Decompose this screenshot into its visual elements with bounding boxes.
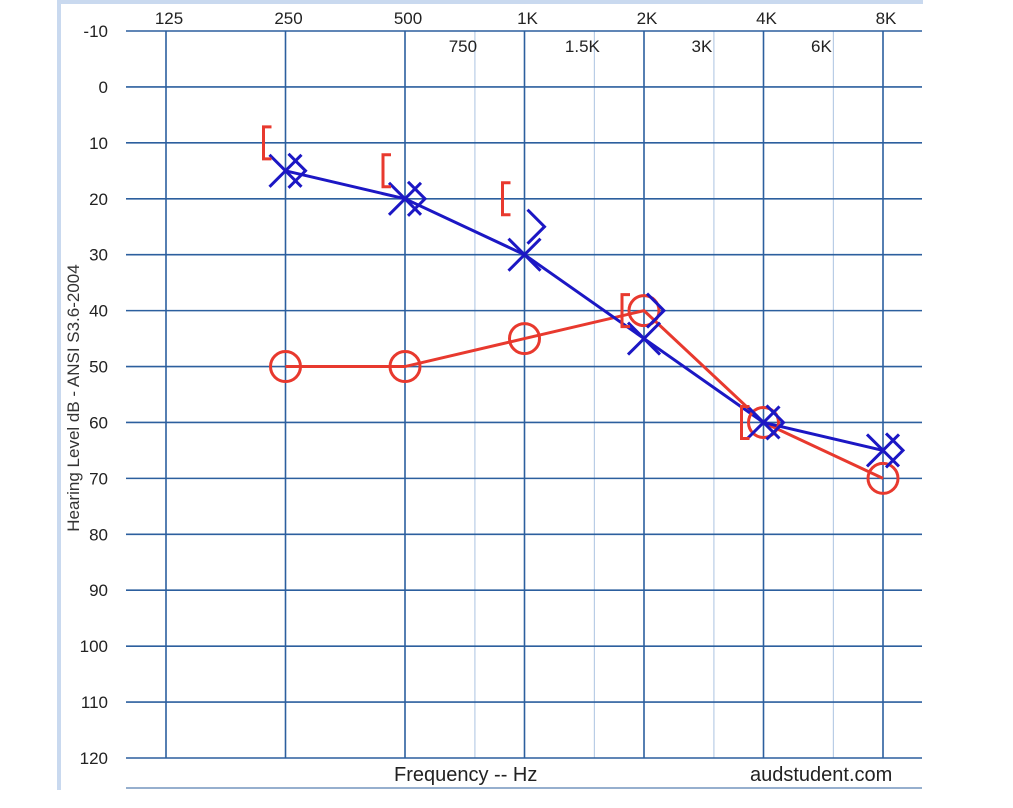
x-tick-label-minor: 6K bbox=[811, 37, 832, 56]
x-tick-label-major: 2K bbox=[637, 9, 658, 28]
x-tick-label-major: 250 bbox=[274, 9, 302, 28]
marker-circle bbox=[747, 405, 780, 439]
marker-arrow bbox=[884, 432, 906, 469]
marker-bracket bbox=[501, 181, 511, 217]
y-tick-label: 10 bbox=[89, 134, 108, 153]
marker-circle bbox=[388, 350, 422, 384]
marker-bracket bbox=[740, 404, 750, 440]
y-tick-label: 110 bbox=[81, 693, 108, 712]
y-tick-label: 80 bbox=[89, 525, 108, 544]
marker-arrow bbox=[765, 404, 786, 441]
x-tick-label-major: 125 bbox=[155, 9, 183, 28]
marker-x bbox=[507, 237, 542, 272]
marker-arrow bbox=[526, 208, 547, 245]
y-tick-label: 40 bbox=[89, 302, 108, 321]
y-axis-label: Hearing Level dB - ANSI S3.6-2004 bbox=[64, 264, 83, 532]
marker-bracket bbox=[262, 125, 272, 161]
site-credit: audstudent.com bbox=[750, 764, 893, 786]
marker-circle bbox=[269, 350, 302, 384]
frame-left-border bbox=[57, 0, 61, 790]
marker-arrow bbox=[645, 292, 667, 329]
x-axis-label: Frequency -- Hz bbox=[394, 764, 538, 786]
marker-arrow bbox=[406, 180, 428, 217]
y-tick-label: 90 bbox=[89, 581, 108, 600]
marker-bracket bbox=[620, 293, 630, 329]
y-tick-label: 70 bbox=[89, 469, 108, 488]
x-tick-label-major: 8K bbox=[876, 9, 897, 28]
marker-arrow bbox=[287, 152, 308, 189]
frame-top-border bbox=[57, 0, 923, 4]
series-line-1 bbox=[285, 169, 884, 452]
x-tick-label-major: 4K bbox=[756, 9, 777, 28]
y-tick-label: 60 bbox=[89, 413, 108, 432]
marker-bracket bbox=[381, 153, 391, 189]
y-tick-label: 50 bbox=[89, 358, 108, 377]
marker-circle bbox=[508, 322, 541, 356]
y-tick-label: -10 bbox=[83, 22, 108, 41]
x-tick-label-minor: 750 bbox=[449, 37, 477, 56]
x-tick-label-major: 500 bbox=[394, 9, 422, 28]
marker-circle bbox=[866, 461, 900, 495]
marker-circle bbox=[627, 294, 661, 328]
x-tick-label-major: 1K bbox=[517, 9, 538, 28]
y-tick-label: 0 bbox=[99, 78, 108, 97]
y-tick-label: 100 bbox=[80, 637, 108, 656]
y-tick-label: 120 bbox=[80, 749, 108, 768]
marker-x bbox=[626, 321, 662, 356]
x-tick-label-minor: 1.5K bbox=[565, 37, 601, 56]
y-tick-label: 30 bbox=[89, 246, 108, 265]
series-line-0 bbox=[285, 308, 884, 480]
y-tick-label: 20 bbox=[89, 190, 108, 209]
x-tick-label-minor: 3K bbox=[692, 37, 713, 56]
